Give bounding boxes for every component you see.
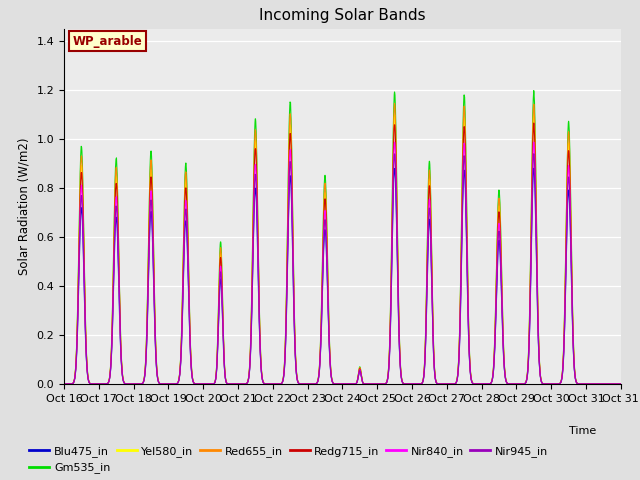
Text: WP_arable: WP_arable [72,35,142,48]
Text: Time: Time [569,426,596,436]
Legend: Blu475_in, Gm535_in, Yel580_in, Red655_in, Redg715_in, Nir840_in, Nir945_in: Blu475_in, Gm535_in, Yel580_in, Red655_i… [25,442,552,478]
Y-axis label: Solar Radiation (W/m2): Solar Radiation (W/m2) [18,138,31,275]
Title: Incoming Solar Bands: Incoming Solar Bands [259,9,426,24]
